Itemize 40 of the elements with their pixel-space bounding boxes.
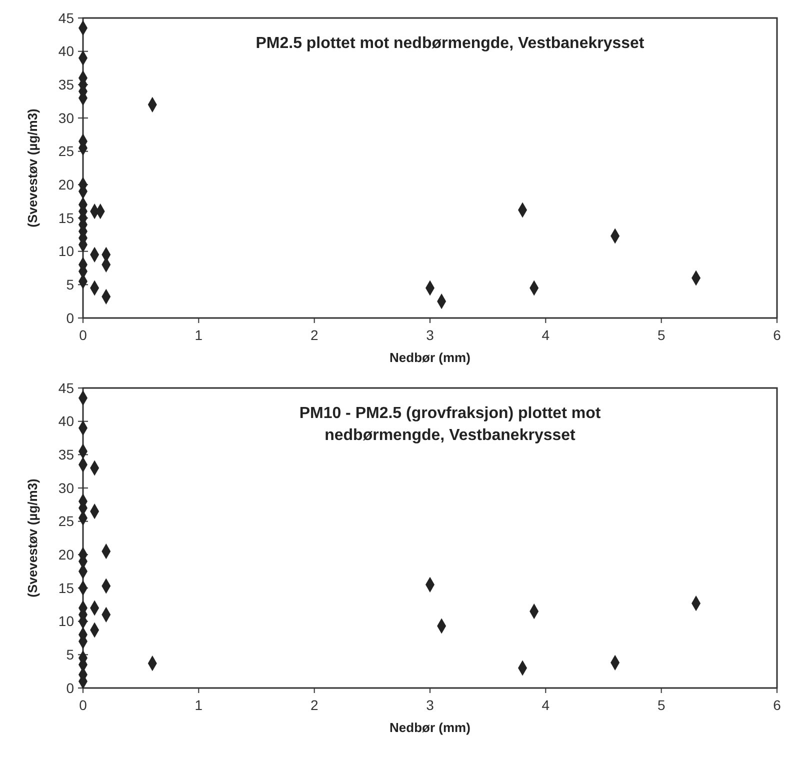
x-tick-label: 5 (657, 697, 666, 713)
y-axis-title: (Svevestøv (µg/m3) (25, 108, 40, 228)
x-tick-label: 4 (542, 697, 550, 713)
y-tick-label: 45 (58, 10, 74, 26)
x-tick-label: 3 (426, 697, 434, 713)
x-tick-label: 1 (194, 697, 203, 713)
x-tick-label: 2 (310, 697, 318, 713)
y-tick-label: 20 (58, 176, 74, 193)
y-tick-label: 25 (58, 143, 74, 160)
y-tick-label: 40 (58, 413, 74, 430)
y-tick-label: 30 (58, 110, 74, 126)
y-tick-label: 25 (58, 513, 74, 530)
x-axis-title: Nedbør (mm) (390, 350, 470, 365)
x-tick-label: 2 (310, 327, 318, 343)
x-tick-label: 3 (426, 327, 434, 343)
x-tick-label: 1 (194, 327, 203, 343)
x-tick-label: 0 (79, 327, 88, 343)
y-tick-label: 30 (58, 480, 74, 496)
y-tick-label: 5 (66, 646, 74, 663)
y-tick-label: 35 (58, 76, 74, 93)
y-tick-label: 15 (58, 210, 74, 226)
y-tick-label: 5 (66, 276, 74, 293)
y-tick-label: 0 (66, 310, 74, 326)
x-tick-label: 5 (657, 327, 666, 343)
y-tick-label: 10 (58, 613, 74, 630)
y-tick-label: 20 (58, 546, 74, 563)
x-tick-label: 6 (773, 697, 782, 713)
text: PM2.5 plottet mot nedbørmengde, Vestbanekrysset (256, 35, 645, 52)
y-axis-title: (Svevestøv (µg/m3) (25, 478, 40, 598)
x-tick-label: 6 (773, 327, 782, 343)
y-tick-label: 35 (58, 446, 74, 463)
y-tick-label: 0 (66, 680, 74, 696)
x-tick-label: 0 (79, 697, 88, 713)
y-tick-label: 45 (58, 380, 74, 396)
y-tick-label: 10 (58, 243, 74, 260)
y-tick-label: 40 (58, 43, 74, 60)
x-tick-label: 4 (542, 327, 550, 343)
text: PM10 - PM2.5 (grovfraksjon) plottet mot nedbørmengde, Vestbanekrysset (299, 405, 602, 444)
x-axis-title: Nedbør (mm) (390, 720, 470, 735)
y-tick-label: 15 (58, 580, 74, 596)
